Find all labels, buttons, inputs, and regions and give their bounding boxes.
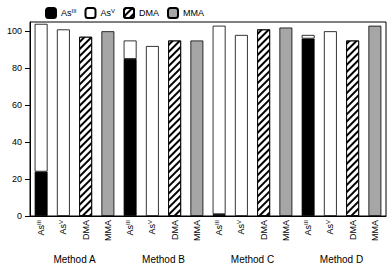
svg-text:80: 80	[12, 63, 22, 73]
svg-text:As: As	[36, 225, 46, 236]
svg-text:Method B: Method B	[142, 254, 185, 264]
svg-text:As: As	[101, 8, 112, 18]
svg-text:III: III	[72, 8, 77, 14]
svg-text:DMA: DMA	[139, 8, 159, 18]
svg-text:40: 40	[12, 137, 22, 147]
svg-text:MMA: MMA	[281, 220, 291, 241]
svg-text:MMA: MMA	[103, 220, 113, 241]
svg-text:III: III	[303, 220, 309, 225]
svg-text:DMA: DMA	[348, 220, 358, 240]
svg-text:As: As	[125, 225, 135, 236]
svg-text:III: III	[214, 220, 220, 225]
svg-text:MMA: MMA	[183, 8, 204, 18]
svg-text:100: 100	[7, 26, 22, 36]
svg-text:DMA: DMA	[81, 220, 91, 240]
svg-text:20: 20	[12, 174, 22, 184]
svg-text:V: V	[325, 220, 331, 224]
svg-text:V: V	[111, 8, 115, 14]
svg-text:As: As	[147, 224, 157, 235]
svg-text:III: III	[125, 220, 131, 225]
svg-text:As: As	[303, 225, 313, 236]
svg-text:As: As	[236, 224, 246, 235]
svg-text:V: V	[236, 220, 242, 224]
svg-text:Method C: Method C	[231, 254, 274, 264]
svg-text:As: As	[61, 8, 72, 18]
svg-text:Method A: Method A	[53, 254, 96, 264]
svg-text:MMA: MMA	[370, 220, 380, 241]
svg-text:III: III	[36, 220, 42, 225]
svg-text:DMA: DMA	[170, 220, 180, 240]
svg-text:As: As	[325, 224, 335, 235]
svg-text:V: V	[147, 220, 153, 224]
svg-text:60: 60	[12, 100, 22, 110]
svg-text:Method D: Method D	[320, 254, 363, 264]
svg-text:V: V	[58, 220, 64, 224]
svg-text:DMA: DMA	[259, 220, 269, 240]
svg-text:As: As	[214, 225, 224, 236]
svg-text:0: 0	[17, 211, 22, 221]
svg-text:As: As	[58, 224, 68, 235]
svg-text:MMA: MMA	[192, 220, 202, 241]
